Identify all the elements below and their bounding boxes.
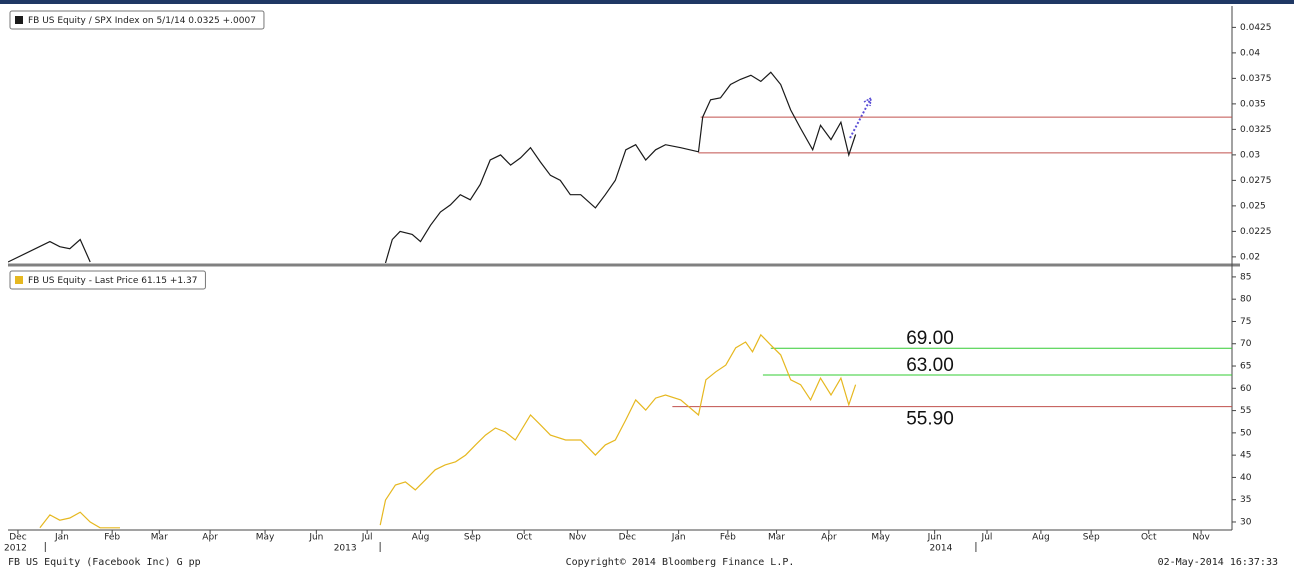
y-tick-label: 0.04 — [1240, 48, 1260, 58]
x-tick-label: Jan — [671, 533, 686, 543]
y-tick-label: 0.0225 — [1240, 227, 1272, 237]
x-tick-label: Jul — [981, 533, 993, 543]
year-label: 2013 — [334, 544, 357, 554]
series-line — [8, 71, 857, 263]
y-tick-label: 0.0275 — [1240, 176, 1272, 186]
level-label: 63.00 — [906, 355, 954, 376]
series-line — [39, 333, 857, 529]
y-tick-label: 0.0375 — [1240, 74, 1272, 84]
x-tick-label: Apr — [202, 533, 218, 543]
x-tick-label: Nov — [1192, 533, 1210, 543]
plot-area — [8, 71, 857, 263]
legend-box — [9, 10, 265, 30]
x-tick-label: Aug — [412, 533, 430, 543]
x-tick-label: Dec — [9, 533, 26, 543]
y-tick-label: 0.02 — [1240, 252, 1260, 262]
y-tick-label: 60 — [1240, 384, 1252, 394]
x-tick-label: Nov — [569, 533, 587, 543]
y-tick-label: 50 — [1240, 428, 1252, 438]
y-tick-label: 65 — [1240, 362, 1251, 372]
x-tick-label: Jan — [54, 533, 69, 543]
y-tick-label: 30 — [1240, 517, 1252, 527]
legend-label: FB US Equity - Last Price 61.15 +1.37 — [28, 276, 197, 286]
y-tick-label: 40 — [1240, 473, 1252, 483]
y-tick-label: 35 — [1240, 495, 1251, 505]
x-tick-label: Sep — [1083, 533, 1100, 543]
x-tick-label: Mar — [768, 533, 785, 543]
y-tick-label: 80 — [1240, 295, 1252, 305]
x-tick-label: Feb — [104, 533, 120, 543]
plot-area — [39, 333, 857, 529]
y-tick-label: 75 — [1240, 317, 1251, 327]
footer-left: FB US Equity (Facebook Inc) G pp — [8, 557, 201, 568]
trend-arrow-head — [863, 96, 872, 107]
x-tick-label: Oct — [1141, 533, 1157, 543]
top-border — [0, 0, 1294, 4]
level-label: 55.90 — [906, 409, 954, 430]
legend-box — [9, 270, 206, 290]
y-tick-label: 0.0425 — [1240, 23, 1272, 33]
x-tick-label: May — [256, 533, 275, 543]
year-label: 2012 — [4, 544, 27, 554]
x-tick-label: Jun — [308, 533, 323, 543]
legend-swatch — [15, 16, 23, 24]
y-tick-label: 70 — [1240, 339, 1252, 349]
year-label: 2014 — [929, 544, 952, 554]
y-tick-label: 0.035 — [1240, 99, 1266, 109]
trend-arrow — [849, 99, 871, 139]
x-tick-label: Jun — [927, 533, 942, 543]
y-tick-label: 85 — [1240, 272, 1251, 282]
y-tick-label: 45 — [1240, 451, 1251, 461]
x-tick-label: Jul — [361, 533, 373, 543]
y-tick-label: 0.025 — [1240, 201, 1266, 211]
footer-center: Copyright© 2014 Bloomberg Finance L.P. — [566, 557, 795, 568]
x-tick-label: Mar — [151, 533, 168, 543]
y-tick-label: 0.0325 — [1240, 125, 1272, 135]
x-tick-label: Apr — [821, 533, 837, 543]
legend-label: FB US Equity / SPX Index on 5/1/14 0.032… — [28, 16, 256, 26]
x-tick-label: Feb — [720, 533, 736, 543]
x-tick-label: Oct — [516, 533, 532, 543]
x-tick-label: May — [871, 533, 890, 543]
x-tick-label: Aug — [1032, 533, 1050, 543]
x-tick-label: Sep — [464, 533, 481, 543]
y-tick-label: 0.03 — [1240, 150, 1260, 160]
y-tick-label: 55 — [1240, 406, 1251, 416]
legend-swatch — [15, 276, 23, 284]
x-tick-label: Dec — [619, 533, 636, 543]
level-label: 69.00 — [906, 328, 954, 349]
footer-right: 02-May-2014 16:37:33 — [1158, 557, 1278, 568]
